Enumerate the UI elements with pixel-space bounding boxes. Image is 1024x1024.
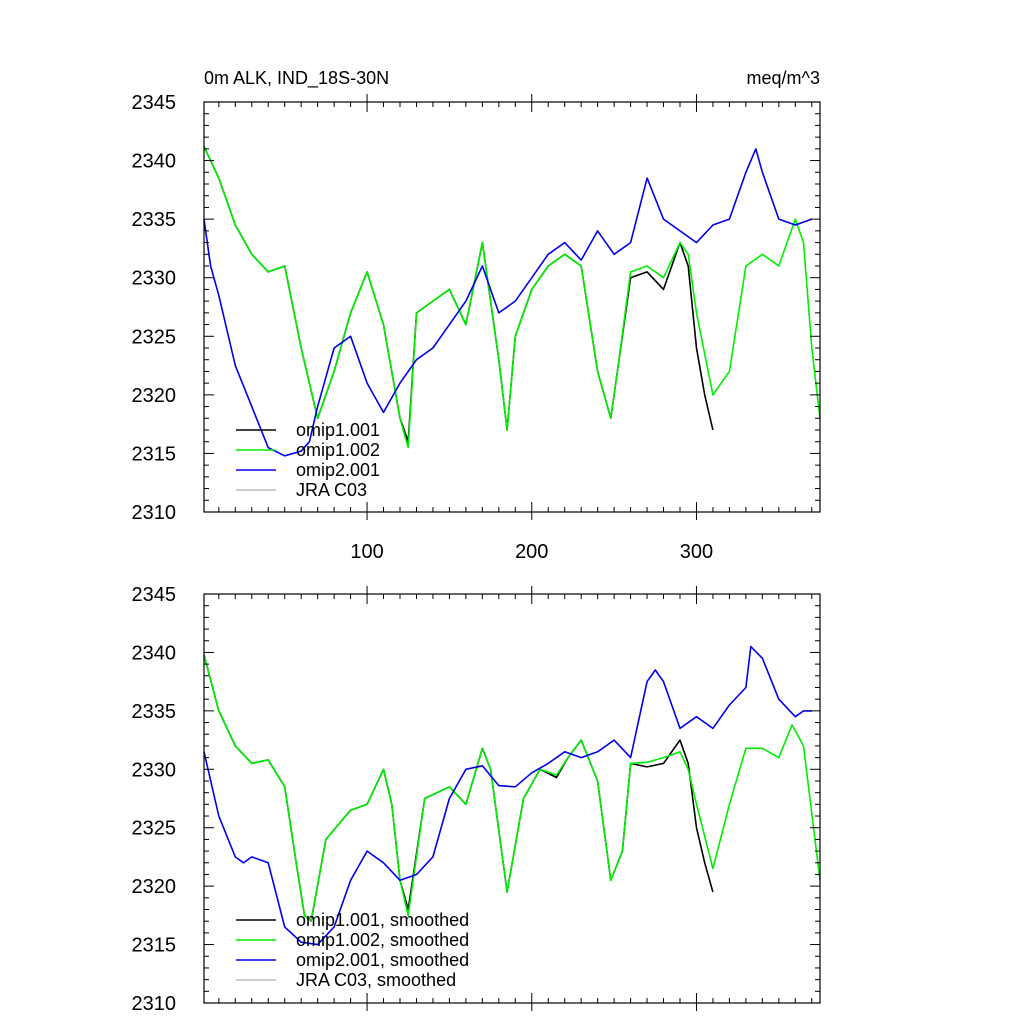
y-tick-label: 2310 (132, 993, 177, 1015)
top-panel: 0m ALK, IND_18S-30N meq/m^3 omip1.001omi… (132, 68, 821, 563)
y-tick-label: 2310 (132, 502, 177, 524)
series-line-3 (203, 148, 813, 457)
y-tick-label: 2315 (132, 935, 177, 957)
legend-label: omip1.002 (296, 440, 380, 460)
y-tick-label: 2345 (132, 92, 177, 114)
legend-label: omip1.001 (296, 420, 380, 440)
legend-label: omip1.001, smoothed (296, 910, 469, 930)
y-tick-label: 2340 (132, 151, 177, 173)
bottom-series-group (203, 645, 821, 946)
y-tick-label: 2340 (132, 642, 177, 664)
x-tick-label: 100 (350, 541, 383, 563)
y-tick-label: 2325 (132, 326, 177, 348)
y-tick-label: 2345 (132, 584, 177, 606)
legend-label: JRA C03, smoothed (296, 970, 456, 990)
legend-label: omip2.001, smoothed (296, 950, 469, 970)
legend-label: omip2.001 (296, 460, 380, 480)
y-tick-label: 2330 (132, 268, 177, 290)
series-line-3 (203, 645, 812, 946)
y-tick-label: 2320 (132, 385, 177, 407)
x-tick-label: 300 (680, 541, 713, 563)
series-line-2 (203, 146, 821, 449)
top-series-group (203, 146, 821, 457)
series-line-2 (203, 654, 821, 923)
legend-label: JRA C03 (296, 480, 367, 500)
y-tick-label: 2325 (132, 818, 177, 840)
y-tick-label: 2315 (132, 443, 177, 465)
top-chart-units: meq/m^3 (747, 68, 820, 88)
legend-label: omip1.002, smoothed (296, 930, 469, 950)
top-axes: 2310 2315 2320 2325 2330 2335 2340 2345 100 200 30… (132, 92, 821, 563)
y-tick-label: 2335 (132, 701, 177, 723)
plot-frame (203, 101, 821, 513)
y-tick-label: 2320 (132, 876, 177, 898)
series-line-1 (203, 146, 714, 443)
x-tick-label: 200 (515, 541, 548, 563)
y-tick-label: 2330 (132, 759, 177, 781)
top-chart-title: 0m ALK, IND_18S-30N (204, 68, 389, 89)
bottom-axes: 2310 2315 2320 2325 2330 2335 2340 2345 (132, 584, 821, 1015)
plot-frame (203, 593, 821, 1004)
series-line-1 (203, 654, 714, 923)
y-tick-label: 2335 (132, 209, 177, 231)
